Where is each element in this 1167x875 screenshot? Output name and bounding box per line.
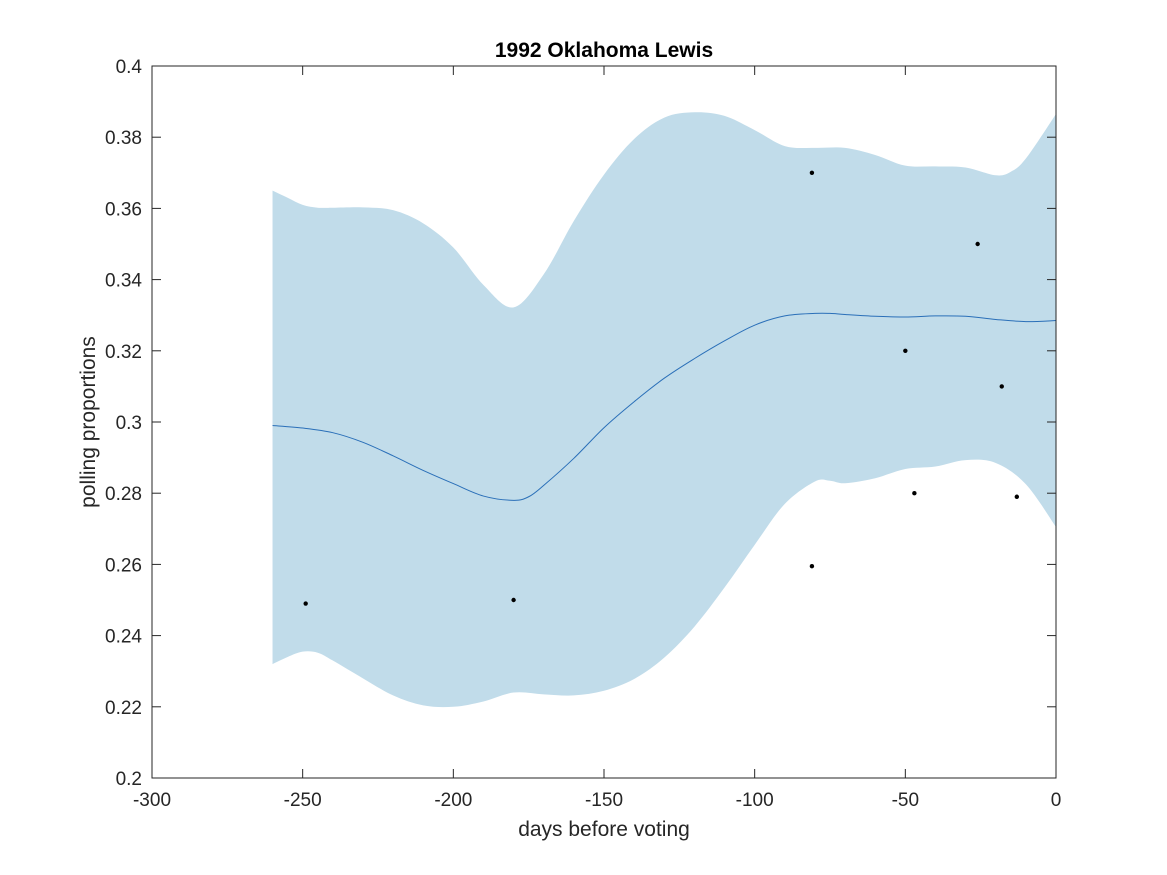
- y-tick-label: 0.2: [116, 769, 142, 790]
- x-axis-ticks: -300 -250 -200 -150 -100 -50 0: [133, 66, 1061, 811]
- trend-line: [272, 312, 1057, 501]
- y-tick-label: 0.38: [105, 128, 142, 149]
- data-point: [912, 491, 917, 496]
- y-axis-ticks: 0.2 0.22 0.24 0.26 0.28 0.3 0.32 0.34 0.36 0.38 0.…: [105, 57, 1056, 790]
- x-tick-label: -150: [585, 790, 623, 811]
- y-tick-label: 0.26: [105, 555, 142, 576]
- x-tick-label: -50: [892, 790, 919, 811]
- data-point: [303, 601, 308, 606]
- x-axis-label: days before voting: [518, 818, 690, 841]
- y-tick-label: 0.3: [116, 413, 142, 434]
- data-point: [1014, 494, 1020, 499]
- confidence-band-layer: [272, 112, 1056, 708]
- x-tick-label: 0: [1051, 790, 1062, 811]
- y-tick-label: 0.28: [105, 484, 142, 505]
- y-tick-label: 0.36: [105, 199, 142, 220]
- confidence-band: [272, 112, 1056, 708]
- x-tick-label: -300: [133, 790, 171, 811]
- y-axis-label: polling proportions: [77, 336, 100, 508]
- x-tick-label: -250: [284, 790, 322, 811]
- x-tick-label: -200: [434, 790, 472, 811]
- x-tick-label: -100: [736, 790, 774, 811]
- data-point: [511, 597, 516, 603]
- y-tick-label: 0.24: [105, 627, 142, 648]
- y-tick-label: 0.34: [105, 271, 142, 292]
- y-tick-label: 0.22: [105, 698, 142, 719]
- data-point: [975, 241, 980, 247]
- data-point: [809, 563, 815, 569]
- data-point: [999, 384, 1004, 389]
- data-point: [809, 170, 815, 175]
- data-points-layer: [303, 170, 1020, 606]
- data-point: [903, 348, 908, 353]
- trend-line-layer: [272, 312, 1057, 501]
- y-tick-label: 0.4: [116, 57, 143, 78]
- y-tick-label: 0.32: [105, 342, 142, 363]
- chart-title: 1992 Oklahoma Lewis: [495, 39, 713, 62]
